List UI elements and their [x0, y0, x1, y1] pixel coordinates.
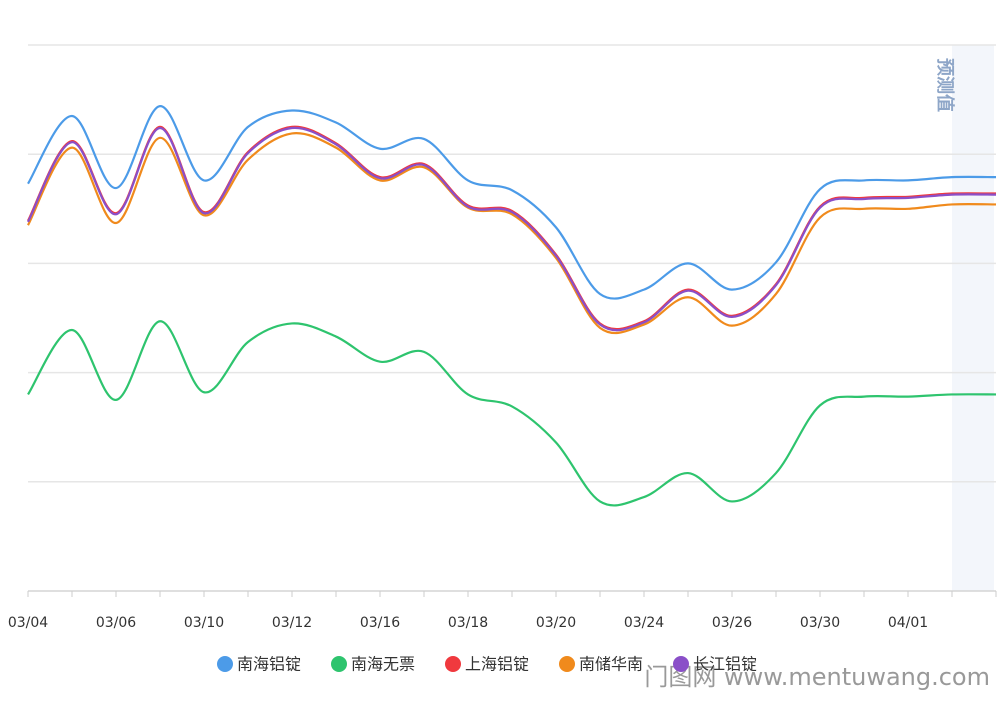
- legend-label: 长江铝锭: [693, 655, 757, 674]
- x-tick-label: 03/12: [272, 615, 312, 631]
- x-tick-label: 04/01: [888, 615, 928, 631]
- x-tick-label: 03/06: [96, 615, 136, 631]
- x-tick-label: 03/24: [624, 615, 664, 631]
- legend-swatch: [559, 656, 575, 672]
- x-tick-label: 03/18: [448, 615, 488, 631]
- legend-swatch: [331, 656, 347, 672]
- x-tick-label: 03/26: [712, 615, 752, 631]
- legend-swatch: [445, 656, 461, 672]
- watermark: 门图网 www.mentuwang.com: [644, 663, 990, 691]
- x-tick-label: 03/30: [800, 615, 840, 631]
- series-line: [27, 320, 997, 507]
- x-tick-label: 03/20: [536, 615, 576, 631]
- series-line: [27, 125, 997, 331]
- x-tick-label: 03/04: [8, 615, 48, 631]
- legend-label: 南储华南: [579, 655, 643, 674]
- legend-label: 南海铝锭: [237, 655, 301, 674]
- series-line: [27, 132, 997, 335]
- series-line: [27, 126, 997, 332]
- x-tick-label: 03/10: [184, 615, 224, 631]
- legend-label: 南海无票: [351, 655, 415, 674]
- legend-swatch: [673, 656, 689, 672]
- legend-swatch: [217, 656, 233, 672]
- forecast-label: 预测值: [934, 58, 956, 112]
- forecast-band: [952, 45, 994, 591]
- legend-label: 上海铝锭: [465, 655, 529, 674]
- series-line: [27, 105, 997, 300]
- x-tick-label: 03/16: [360, 615, 400, 631]
